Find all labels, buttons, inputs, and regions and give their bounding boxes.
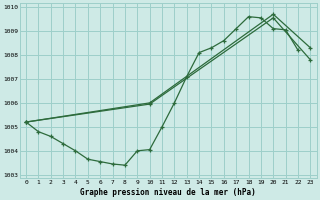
X-axis label: Graphe pression niveau de la mer (hPa): Graphe pression niveau de la mer (hPa)	[80, 188, 256, 197]
